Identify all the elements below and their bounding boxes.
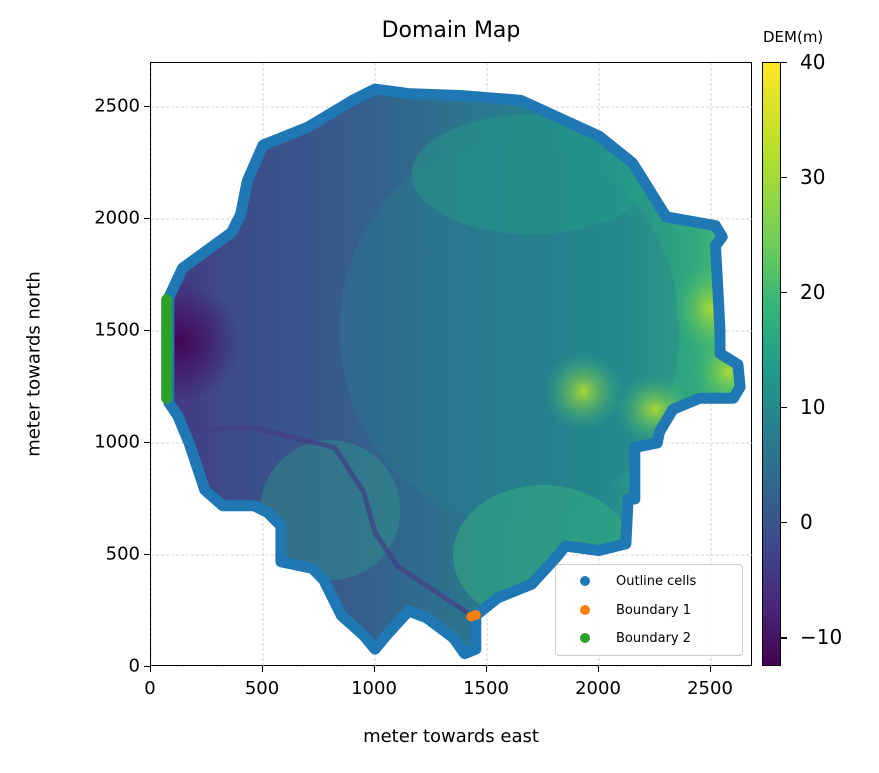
x-axis-label: meter towards east [363, 726, 539, 747]
colorbar-tick-label: −10 [800, 625, 843, 650]
x-tick-mark [486, 666, 488, 672]
colorbar-tick-mark [781, 177, 787, 179]
x-tick-label: 2500 [687, 678, 733, 699]
colorbar-tick-mark [781, 292, 787, 294]
x-tick-label: 2000 [575, 678, 621, 699]
y-tick-mark [144, 554, 150, 556]
x-tick-label: 500 [244, 678, 280, 699]
x-tick-mark [598, 666, 600, 672]
blue-dot-icon [580, 576, 590, 586]
x-tick-mark [374, 666, 376, 672]
x-tick-mark [262, 666, 264, 672]
y-tick-mark [144, 106, 150, 108]
colorbar-tick-label: 30 [800, 165, 826, 190]
legend: Outline cells Boundary 1 Boundary 2 [555, 564, 743, 656]
y-tick-label: 1500 [94, 319, 140, 341]
colorbar-title: DEM(m) [763, 28, 824, 46]
colorbar [762, 62, 781, 666]
x-tick-mark [710, 666, 712, 672]
colorbar-tick-label: 40 [800, 50, 826, 74]
chart-title: Domain Map [381, 18, 521, 43]
colorbar-tick-label: 10 [800, 395, 826, 420]
x-tick-mark [150, 666, 152, 672]
green-dot-icon [580, 633, 590, 643]
x-tick-label: 1500 [463, 678, 509, 699]
colorbar-tick-mark [781, 637, 787, 639]
y-tick-label: 1000 [94, 431, 140, 453]
y-tick-mark [144, 330, 150, 332]
x-tick-label: 0 [144, 678, 156, 699]
y-tick-mark [144, 218, 150, 220]
y-axis-label: meter towards north [23, 271, 45, 457]
colorbar-tick-label: 0 [800, 510, 813, 535]
orange-dot-icon [580, 605, 590, 615]
colorbar-tick-mark [781, 407, 787, 409]
legend-item-boundary1: Boundary 1 [556, 598, 691, 622]
y-tick-mark [144, 666, 150, 668]
y-tick-label: 500 [105, 543, 140, 565]
y-tick-mark [144, 442, 150, 444]
legend-item-boundary2: Boundary 2 [556, 626, 691, 650]
x-tick-label: 1000 [351, 678, 397, 699]
y-tick-label: 2000 [94, 207, 140, 229]
legend-item-outline: Outline cells [556, 569, 696, 593]
y-tick-label: 2500 [94, 95, 140, 117]
y-tick-label: 0 [128, 655, 140, 677]
colorbar-tick-label: 20 [800, 280, 826, 305]
colorbar-tick-mark [781, 62, 787, 64]
colorbar-tick-mark [781, 522, 787, 524]
